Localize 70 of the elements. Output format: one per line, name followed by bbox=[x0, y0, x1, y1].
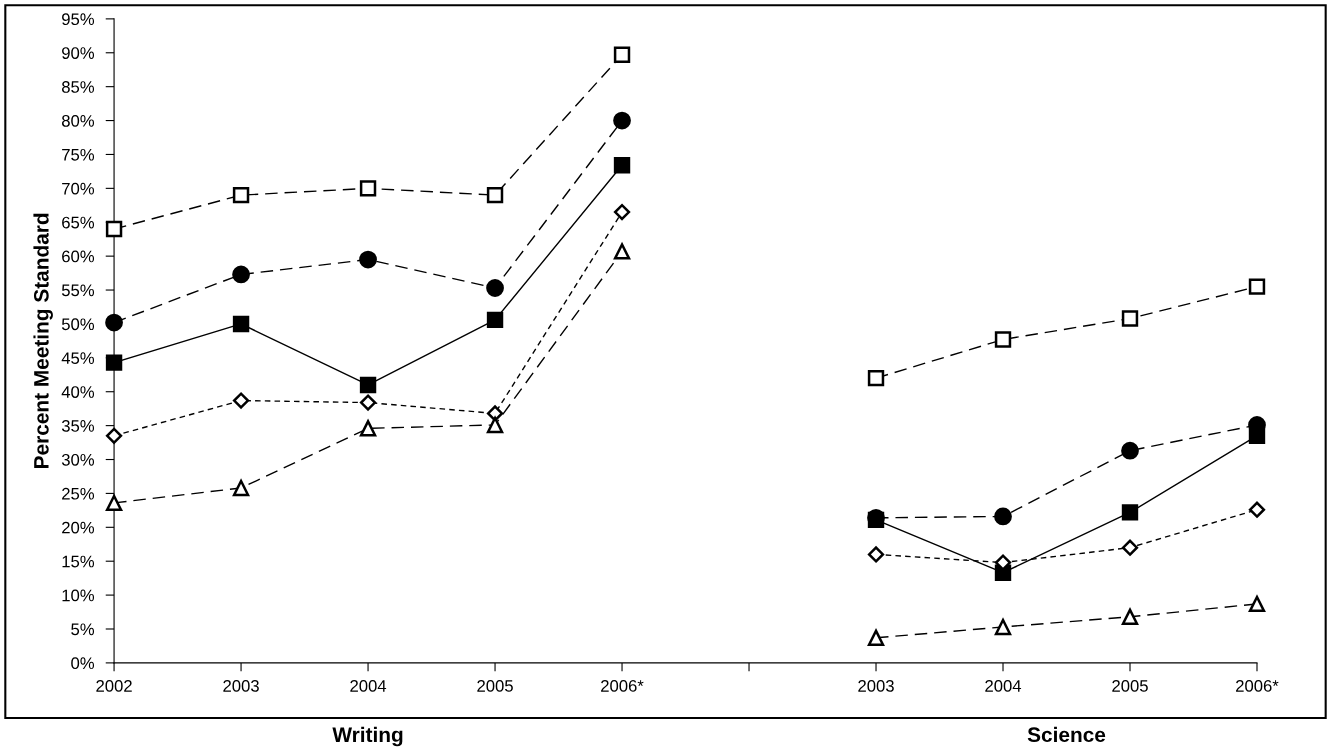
x-tick-label: 2002 bbox=[96, 680, 132, 692]
point bbox=[486, 279, 504, 297]
point bbox=[1248, 427, 1266, 444]
point bbox=[613, 46, 631, 63]
point bbox=[486, 186, 504, 204]
point bbox=[994, 331, 1012, 348]
y-tick-label: 45% bbox=[61, 352, 95, 365]
point bbox=[105, 494, 123, 512]
point bbox=[867, 629, 885, 646]
y-tick-label: 90% bbox=[62, 47, 95, 59]
point bbox=[613, 203, 631, 221]
x-tick-label: 2005 bbox=[1112, 680, 1148, 692]
point bbox=[1121, 608, 1139, 625]
point bbox=[994, 507, 1012, 526]
point bbox=[232, 315, 250, 333]
y-tick-label: 60% bbox=[62, 250, 95, 263]
x-tick-label: 2003 bbox=[858, 680, 894, 692]
point bbox=[1248, 595, 1266, 613]
point bbox=[1248, 278, 1266, 295]
y-tick-label: 70% bbox=[62, 182, 95, 195]
x-tick-label: 2004 bbox=[350, 680, 387, 692]
x-tick-label: 2006* bbox=[1236, 680, 1279, 692]
point bbox=[359, 376, 377, 394]
point bbox=[1121, 504, 1139, 521]
x-tick-label: 2005 bbox=[477, 680, 513, 692]
y-tick-label: 15% bbox=[62, 555, 95, 568]
y-tick-label: 10% bbox=[62, 589, 95, 602]
y-tick-label: 25% bbox=[62, 487, 95, 500]
y-tick-label: 95% bbox=[62, 13, 95, 26]
point bbox=[1121, 310, 1139, 327]
y-tick-label: 80% bbox=[61, 114, 95, 127]
x-tick-label: 2003 bbox=[223, 680, 259, 692]
point bbox=[1121, 441, 1139, 460]
y-tick-label: 85% bbox=[61, 81, 95, 93]
y-tick-label: 0% bbox=[71, 657, 95, 670]
point bbox=[359, 394, 377, 411]
point bbox=[486, 416, 504, 434]
point bbox=[613, 243, 631, 260]
point bbox=[486, 311, 504, 329]
text: Science bbox=[1027, 726, 1106, 743]
y-tick-label: 75% bbox=[62, 148, 95, 161]
point bbox=[359, 250, 377, 269]
point bbox=[613, 157, 631, 174]
y-tick-label: 5% bbox=[71, 623, 95, 636]
point bbox=[994, 618, 1012, 636]
x-tick-label: 2004 bbox=[985, 680, 1022, 692]
point bbox=[105, 427, 123, 444]
point bbox=[359, 180, 377, 197]
point bbox=[359, 420, 377, 437]
point bbox=[867, 369, 885, 387]
point bbox=[105, 354, 123, 371]
y-axis-title: Percent Meeting Standard bbox=[33, 213, 53, 468]
y-tick-label: 65% bbox=[62, 216, 95, 229]
point bbox=[1121, 539, 1139, 556]
point bbox=[867, 546, 885, 563]
point bbox=[613, 111, 631, 130]
point bbox=[105, 220, 123, 238]
y-tick-label: 35% bbox=[61, 420, 95, 432]
y-tick-label: 20% bbox=[62, 521, 95, 534]
point bbox=[105, 313, 123, 332]
point bbox=[232, 265, 250, 284]
point bbox=[1248, 501, 1266, 518]
y-tick-label: 40% bbox=[61, 386, 95, 398]
point bbox=[232, 186, 250, 204]
x-tick-label: 2006* bbox=[601, 680, 644, 692]
y-tick-label: 50% bbox=[61, 318, 95, 331]
y-tick-label: 30% bbox=[61, 453, 95, 466]
text: Writing bbox=[332, 726, 403, 747]
y-tick-label: 55% bbox=[61, 284, 95, 297]
point bbox=[232, 479, 250, 497]
